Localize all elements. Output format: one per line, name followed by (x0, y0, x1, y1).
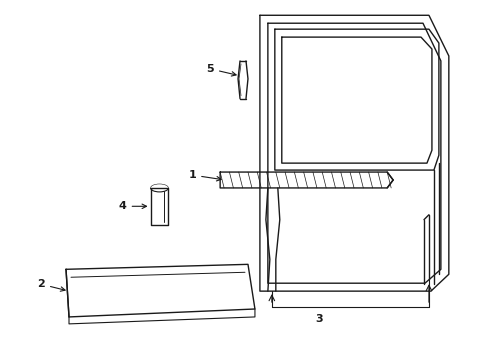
Text: 1: 1 (188, 170, 221, 181)
Text: 2: 2 (37, 279, 65, 291)
Text: 5: 5 (206, 64, 236, 76)
Text: 3: 3 (315, 314, 323, 324)
Text: 4: 4 (119, 201, 146, 211)
